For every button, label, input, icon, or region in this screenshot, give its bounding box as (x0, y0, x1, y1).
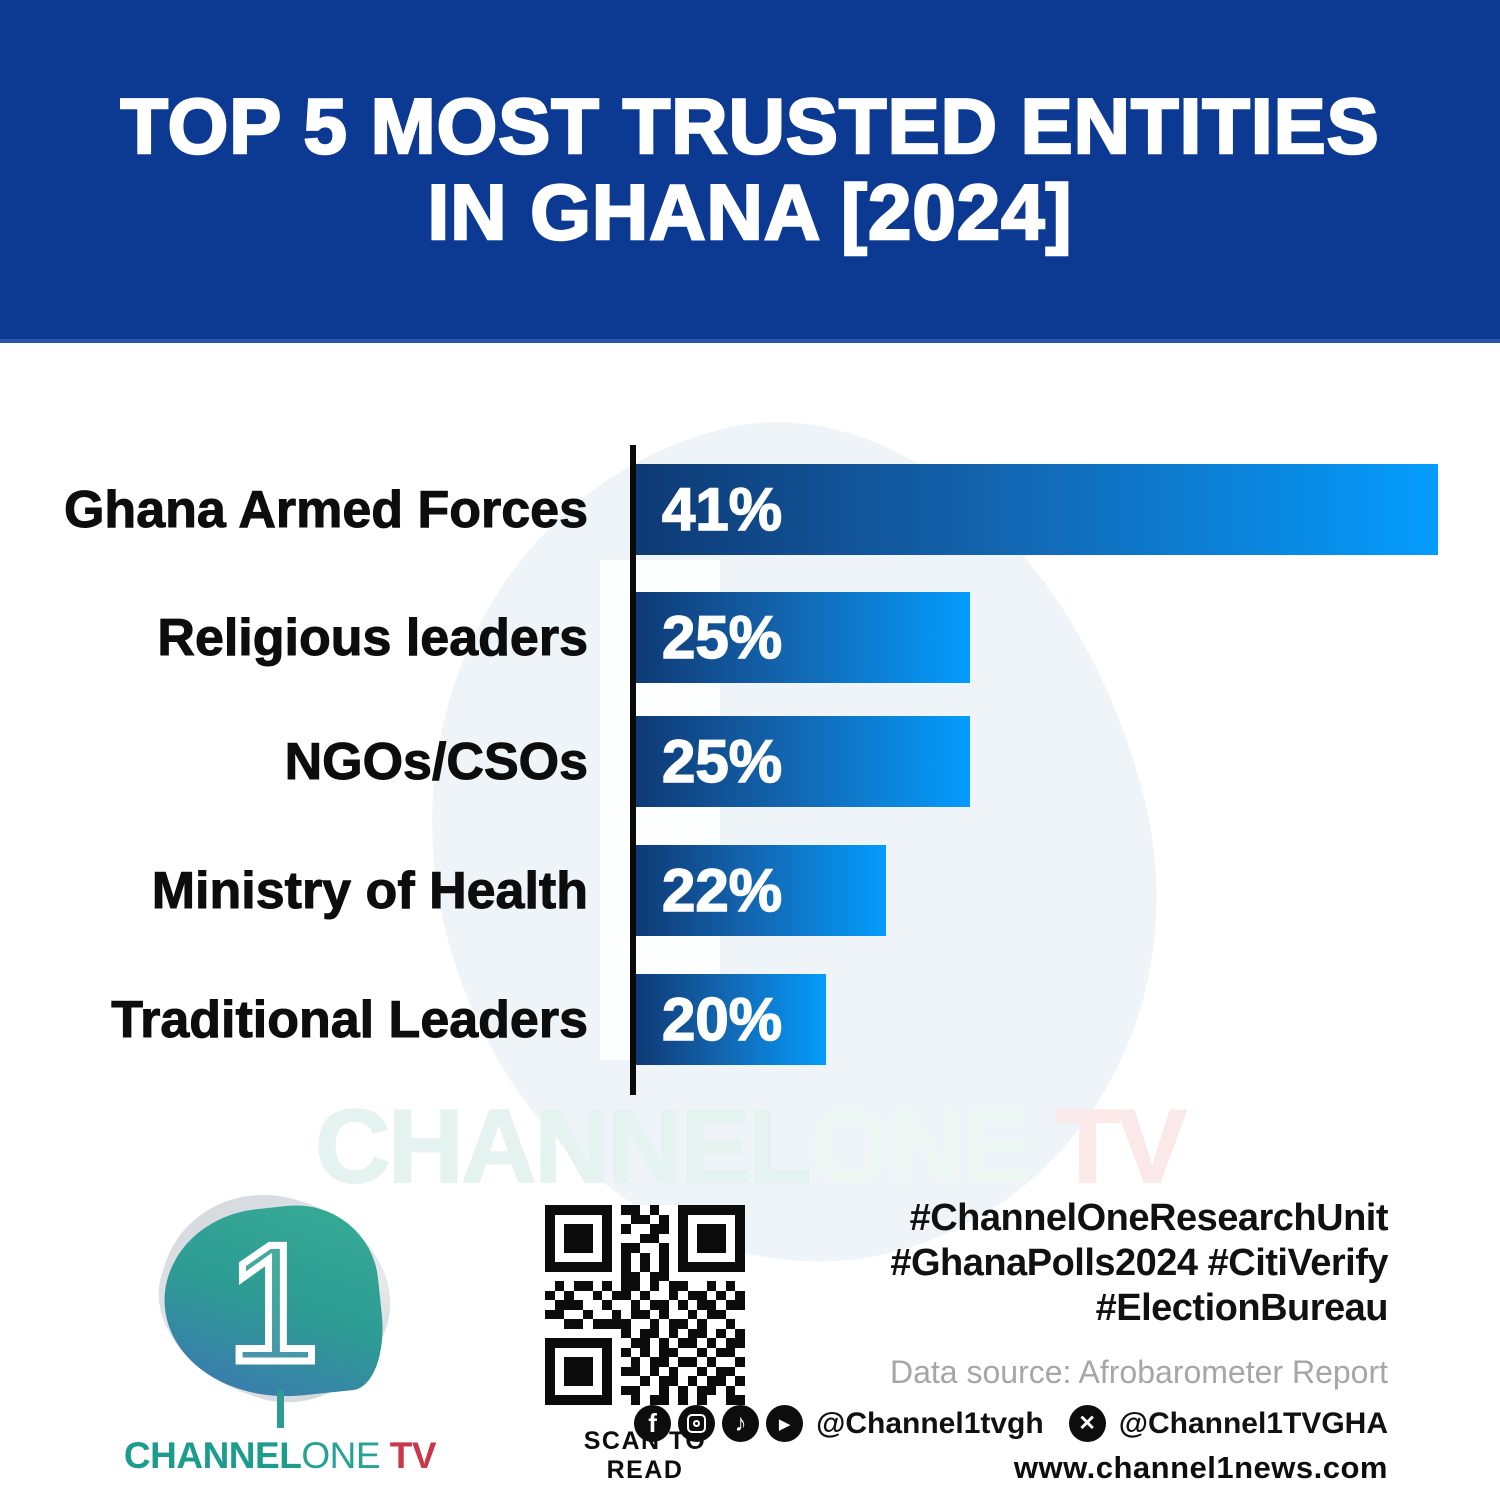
facebook-icon: f (634, 1405, 672, 1443)
category-label: Traditional Leaders (111, 990, 589, 1049)
chart-axis-line (630, 445, 636, 1095)
bar-row: Traditional Leaders 20% (0, 974, 1500, 1065)
header-banner: TOP 5 MOST TRUSTED ENTITIES IN GHANA [20… (0, 0, 1500, 343)
bar-row: NGOs/CSOs 25% (0, 716, 1500, 807)
hashtag-line-3: #ElectionBureau (1095, 1286, 1389, 1329)
instagram-icon (678, 1405, 716, 1443)
category-label: NGOs/CSOs (284, 732, 588, 791)
bar: 25% (636, 592, 970, 683)
instagram-lens (693, 1420, 701, 1428)
social-handle-x: @Channel1TVGHA (1118, 1406, 1388, 1440)
logo-numeral-one: 1 (223, 1209, 323, 1397)
website-url: www.channel1news.com (1013, 1450, 1388, 1486)
watermark-channel: CHANNEL (314, 1088, 812, 1206)
channel-one-logo: 1 CHANNELONE TV (120, 1167, 440, 1476)
logo-numeral-stem (277, 1390, 284, 1428)
bar-row: Ministry of Health 22% (0, 845, 1500, 936)
page-title-line2: IN GHANA [2024] (426, 167, 1073, 256)
watermark-tv: TV (1029, 1088, 1188, 1206)
qr-code-block: SCAN TO READ (545, 1205, 745, 1485)
x-icon: ✕ (1068, 1405, 1106, 1443)
logo-wordmark: CHANNELONE TV (120, 1435, 440, 1477)
bar-row: Religious leaders 25% (0, 592, 1500, 683)
channel-one-watermark: CHANNELONE TV (0, 1088, 1500, 1207)
qr-code (545, 1205, 745, 1405)
youtube-icon: ▶ (766, 1405, 804, 1443)
data-source-note: Data source: Afrobarometer Report (889, 1354, 1388, 1391)
wordmark-channel: CHANNEL (123, 1435, 302, 1476)
bar: 20% (636, 974, 826, 1065)
bar: 22% (636, 845, 886, 936)
social-handle-main: @Channel1tvgh (816, 1406, 1044, 1440)
footer-right-column: #ChannelOneResearchUnit #GhanaPolls2024 … (634, 1196, 1389, 1486)
category-label: Ghana Armed Forces (63, 480, 588, 539)
value-label: 22% (661, 856, 783, 925)
watermark-one: ONE (809, 1089, 1031, 1205)
hashtag-line-2: #GhanaPolls2024 #CitiVerify (890, 1241, 1388, 1284)
category-label: Ministry of Health (151, 861, 588, 920)
hashtag-line-1: #ChannelOneResearchUnit (909, 1197, 1389, 1239)
bar: 41% (636, 464, 1438, 555)
value-label: 20% (661, 985, 783, 1054)
social-media-row: f ♪ ▶ @Channel1tvgh ✕ @Channel1TVGHA (634, 1405, 1388, 1443)
value-label: 25% (661, 603, 783, 672)
bar-row: Ghana Armed Forces 41% (0, 464, 1500, 555)
wordmark-tv: TV (380, 1435, 437, 1476)
page-title-line1: TOP 5 MOST TRUSTED ENTITIES (119, 82, 1380, 171)
tiktok-icon: ♪ (722, 1405, 760, 1443)
instagram-frame (687, 1414, 707, 1434)
wordmark-one: ONE (301, 1435, 380, 1476)
category-label: Religious leaders (157, 608, 589, 667)
value-label: 25% (661, 727, 783, 796)
bar: 25% (636, 716, 970, 807)
value-label: 41% (661, 475, 783, 544)
